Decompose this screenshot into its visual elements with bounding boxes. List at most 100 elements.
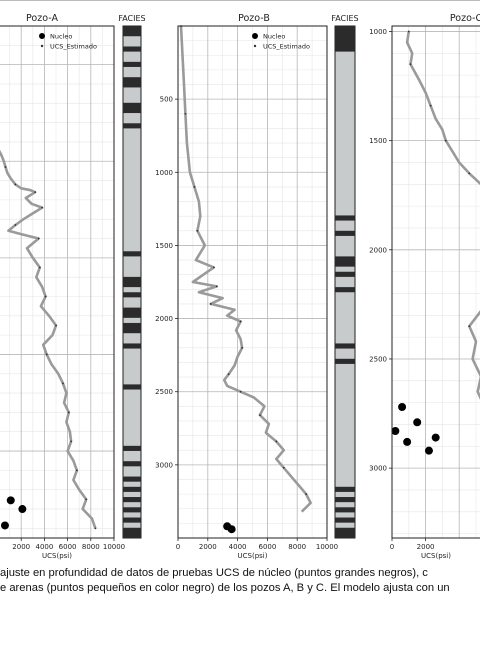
ucs-estimado-point bbox=[259, 414, 261, 417]
facies-band bbox=[123, 322, 141, 334]
legend-ucs-label: UCS_Estimado bbox=[50, 43, 97, 51]
y-tick-label: 1500 bbox=[155, 242, 173, 250]
plot-frame bbox=[391, 25, 480, 539]
ucs-estimado-point bbox=[275, 440, 278, 443]
facies-band bbox=[335, 215, 355, 221]
chart-title: Pozo-C bbox=[450, 13, 480, 24]
ucs-estimado-point bbox=[45, 353, 48, 356]
facies-band bbox=[335, 527, 355, 538]
ucs-estimado-point bbox=[37, 237, 40, 240]
x-axis-label: UCS(psi) bbox=[42, 552, 72, 560]
ucs-estimado-point bbox=[41, 206, 43, 209]
facies-band bbox=[123, 307, 141, 318]
legend-nucleo-label: Nucleo bbox=[50, 33, 72, 41]
ucs-estimado-point bbox=[239, 320, 242, 323]
facies-band bbox=[335, 271, 355, 277]
facies-band bbox=[123, 517, 141, 523]
y-tick-label: 1000 bbox=[369, 28, 387, 36]
x-tick-label: 0 bbox=[176, 543, 180, 551]
ucs-estimado-point bbox=[4, 166, 7, 168]
x-tick-label: 10000 bbox=[316, 543, 338, 551]
ucs-estimado-point bbox=[196, 229, 199, 232]
ucs-estimado-point bbox=[444, 139, 447, 142]
facies-band bbox=[335, 343, 355, 349]
x-tick-label: 6000 bbox=[59, 543, 77, 551]
nucleo-point bbox=[398, 402, 407, 411]
ucs-estimado-point bbox=[239, 390, 242, 393]
facies-band bbox=[123, 461, 141, 467]
ucs-estimado-point bbox=[94, 527, 97, 530]
facies-band bbox=[123, 102, 141, 114]
facies-band bbox=[123, 507, 141, 513]
nucleo-point bbox=[431, 433, 440, 442]
y-tick-label: 3000 bbox=[155, 461, 173, 469]
ucs-estimado-point bbox=[429, 104, 432, 107]
x-tick-label: 8000 bbox=[288, 543, 306, 551]
ucs-estimado-point bbox=[14, 224, 17, 226]
facies-band bbox=[335, 287, 355, 293]
ucs-estimado-point bbox=[75, 469, 78, 472]
ucs-estimado-point bbox=[55, 324, 57, 327]
ucs-estimado-point bbox=[227, 373, 230, 376]
facies-band bbox=[335, 256, 355, 267]
ucs-estimado-point bbox=[38, 266, 41, 269]
y-tick-label: 1500 bbox=[369, 137, 387, 145]
y-tick-label: 500 bbox=[160, 96, 173, 104]
ucs-estimado-point bbox=[305, 493, 308, 496]
plot-frame bbox=[0, 25, 115, 539]
caption-line-2: e arenas (puntos pequeños en color negro… bbox=[0, 582, 450, 594]
x-tick-label: 4000 bbox=[229, 543, 247, 551]
series-ucs-estimado bbox=[179, 25, 312, 513]
nucleo-point bbox=[6, 496, 15, 505]
ucs-estimado-point bbox=[44, 295, 47, 298]
facies-title: FACIES bbox=[331, 14, 358, 23]
ucs-estimado-point bbox=[407, 30, 410, 33]
legend-nucleo-marker bbox=[39, 33, 45, 39]
ucs-estimado-point bbox=[209, 303, 212, 305]
chart-title: Pozo-A bbox=[26, 13, 58, 24]
facies-band bbox=[123, 77, 141, 88]
figure-caption: ajuste en profundidad de datos de prueba… bbox=[0, 566, 480, 596]
facies-band bbox=[123, 251, 141, 257]
facies-band bbox=[123, 343, 141, 349]
ucs-estimado-point bbox=[70, 440, 72, 443]
ucs-estimado-point bbox=[193, 186, 196, 188]
x-tick-label: 2000 bbox=[199, 543, 217, 551]
nucleo-point bbox=[403, 437, 412, 446]
nucleo-point bbox=[227, 525, 236, 534]
plot-frame bbox=[177, 25, 328, 539]
series-ucs-estimado bbox=[405, 31, 480, 400]
facies-band bbox=[123, 486, 141, 492]
ucs-estimado-point bbox=[282, 466, 285, 469]
legend-ucs-label: UCS_Estimado bbox=[263, 43, 310, 51]
facies-band bbox=[123, 445, 141, 451]
facies-band bbox=[335, 507, 355, 513]
chart-3: Pozo-C02000UCS(psi)10001500200025003000N… bbox=[369, 13, 480, 560]
facies-track-1: FACIES bbox=[118, 14, 146, 539]
y-tick-label: 3000 bbox=[369, 465, 387, 473]
nucleo-point bbox=[18, 505, 27, 514]
x-tick-label: 6000 bbox=[258, 543, 276, 551]
legend-ucs-marker bbox=[40, 44, 44, 48]
facies-band bbox=[123, 276, 141, 288]
ucs-estimado-point bbox=[468, 172, 471, 175]
facies-track-2: FACIES bbox=[331, 14, 359, 539]
x-tick-label: 2000 bbox=[417, 543, 435, 551]
y-tick-label: 2500 bbox=[155, 388, 173, 396]
ucs-estimado-point bbox=[85, 498, 88, 501]
y-tick-label: 2000 bbox=[155, 315, 173, 323]
facies-title: FACIES bbox=[118, 14, 145, 23]
ucs-estimado-point bbox=[212, 266, 215, 269]
nucleo-point bbox=[424, 446, 433, 455]
x-tick-label: 2000 bbox=[12, 543, 30, 551]
chart-2: Pozo-B 0 2000 4000 6000 8000 10000 UCS(psi) 500 1… bbox=[155, 13, 338, 560]
nucleo-point bbox=[0, 521, 9, 530]
legend-nucleo-marker bbox=[252, 33, 258, 39]
ucs-estimado-point bbox=[468, 325, 471, 328]
facies-band bbox=[123, 476, 141, 482]
ucs-estimado-point bbox=[215, 285, 218, 288]
facies-band bbox=[123, 527, 141, 538]
facies-band bbox=[335, 230, 355, 236]
